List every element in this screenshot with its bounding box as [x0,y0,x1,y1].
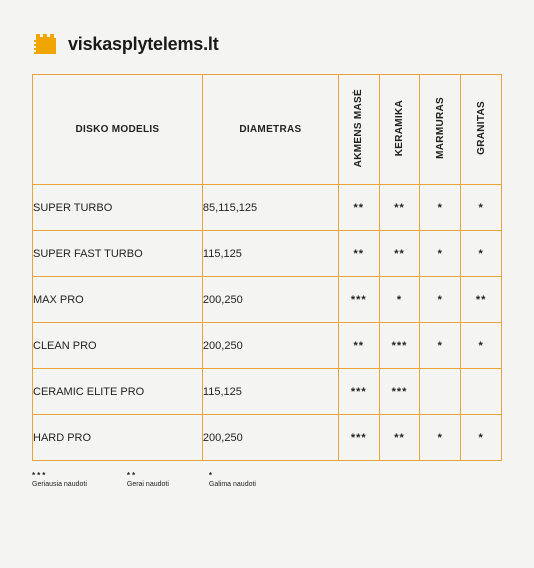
cell-rating: * [461,415,502,461]
legend-label: Geriausia naudoti [32,481,87,488]
brand-header: viskasplytelems.lt [32,30,502,58]
header-material-3: GRANITAS [461,75,502,185]
cell-rating: * [461,185,502,231]
cell-rating: * [420,231,461,277]
legend-stars: ** [127,471,169,480]
table-row: CERAMIC ELITE PRO115,125****** [33,369,502,415]
cell-rating: *** [379,323,420,369]
cell-diameter: 200,250 [202,277,338,323]
cell-rating [461,369,502,415]
cell-diameter: 200,250 [202,415,338,461]
cell-rating: ** [461,277,502,323]
legend-item: *Galima naudoti [209,471,256,488]
cell-rating: ** [338,231,379,277]
cell-diameter: 115,125 [202,369,338,415]
cell-rating: * [461,231,502,277]
cell-model: SUPER TURBO [33,185,203,231]
header-material-0: AKMENS MASĖ [338,75,379,185]
table-row: HARD PRO200,250******* [33,415,502,461]
table-row: SUPER TURBO85,115,125****** [33,185,502,231]
disc-spec-table: DISKO MODELIS DIAMETRAS AKMENS MASĖ KERA… [32,74,502,461]
legend-item: ***Geriausia naudoti [32,471,87,488]
legend-item: **Gerai naudoti [127,471,169,488]
cell-rating: * [379,277,420,323]
cell-rating: * [420,323,461,369]
cell-rating: * [420,277,461,323]
table-body: SUPER TURBO85,115,125******SUPER FAST TU… [33,185,502,461]
legend-stars: * [209,471,256,480]
brand-text: viskasplytelems.lt [68,34,219,55]
cell-rating: ** [379,415,420,461]
cell-rating: *** [338,415,379,461]
table-row: SUPER FAST TURBO115,125****** [33,231,502,277]
table-row: CLEAN PRO200,250******* [33,323,502,369]
legend-label: Gerai naudoti [127,481,169,488]
cell-rating: *** [338,277,379,323]
cell-rating: ** [379,185,420,231]
table-row: MAX PRO200,250******* [33,277,502,323]
cell-model: CERAMIC ELITE PRO [33,369,203,415]
cell-diameter: 115,125 [202,231,338,277]
cell-diameter: 85,115,125 [202,185,338,231]
cell-model: CLEAN PRO [33,323,203,369]
header-material-1: KERAMIKA [379,75,420,185]
cell-rating [420,369,461,415]
header-model: DISKO MODELIS [33,75,203,185]
header-diameter: DIAMETRAS [202,75,338,185]
legend-label: Galima naudoti [209,481,256,488]
cell-rating: * [420,415,461,461]
legend: ***Geriausia naudoti**Gerai naudoti*Gali… [32,471,502,488]
cell-rating: *** [338,369,379,415]
brand-logo-icon [32,30,60,58]
cell-rating: * [461,323,502,369]
cell-diameter: 200,250 [202,323,338,369]
cell-model: SUPER FAST TURBO [33,231,203,277]
legend-stars: *** [32,471,87,480]
cell-rating: ** [379,231,420,277]
cell-rating: *** [379,369,420,415]
cell-rating: ** [338,185,379,231]
header-material-2: MARMURAS [420,75,461,185]
cell-rating: ** [338,323,379,369]
cell-model: HARD PRO [33,415,203,461]
cell-model: MAX PRO [33,277,203,323]
cell-rating: * [420,185,461,231]
